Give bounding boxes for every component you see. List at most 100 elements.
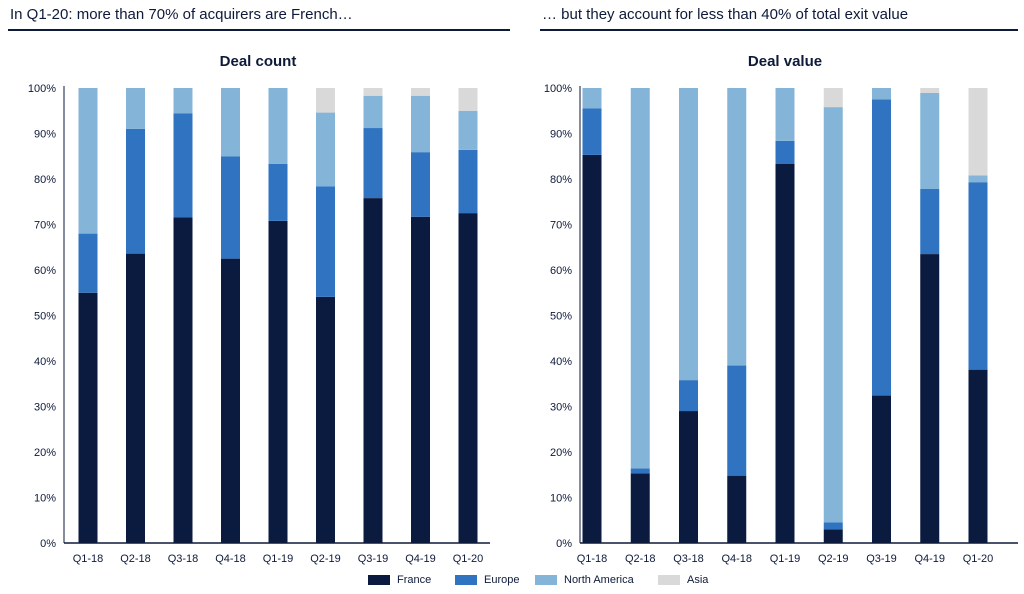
y-tick-label: 0% bbox=[556, 538, 572, 550]
bar-europe-q1-19 bbox=[268, 163, 288, 221]
x-tick-label: Q3-19 bbox=[358, 553, 389, 565]
x-tick-label: Q1-19 bbox=[263, 553, 294, 565]
bar-france-q2-18 bbox=[630, 473, 650, 543]
y-tick-label: 0% bbox=[40, 538, 56, 550]
bar-europe-q3-18 bbox=[173, 113, 193, 218]
x-tick-label: Q1-20 bbox=[453, 553, 484, 565]
bar-asia-q1-20 bbox=[968, 88, 988, 176]
bar-europe-q3-19 bbox=[363, 128, 383, 199]
bar-europe-q2-19 bbox=[316, 186, 335, 297]
x-tick-label: Q1-20 bbox=[963, 553, 994, 565]
bar-north-america-q1-19 bbox=[775, 88, 795, 141]
bar-europe-q4-18 bbox=[221, 156, 240, 259]
bar-north-america-q2-18 bbox=[126, 88, 145, 129]
legend-label: France bbox=[397, 574, 432, 586]
bar-france-q4-19 bbox=[920, 254, 940, 543]
bar-north-america-q2-18 bbox=[630, 88, 650, 469]
y-tick-label: 10% bbox=[550, 493, 572, 505]
deal-value-chart: Deal value 0% 10% 20% 30% 40% 50% 60% 70% 80% 90% 1… bbox=[544, 53, 1018, 565]
bar-france-q1-19 bbox=[268, 220, 288, 544]
x-tick-label: Q1-18 bbox=[577, 553, 608, 565]
legend-item-asia: Asia bbox=[658, 574, 708, 586]
bar-europe-q1-20 bbox=[968, 182, 988, 370]
bar-europe-q1-18 bbox=[78, 233, 98, 293]
y-tick-label: 50% bbox=[34, 311, 56, 323]
bar-europe-q4-19 bbox=[411, 152, 430, 217]
y-tick-label: 30% bbox=[550, 402, 572, 414]
x-tick-label: Q1-19 bbox=[770, 553, 801, 565]
y-tick-label: 70% bbox=[550, 220, 572, 232]
legend: France Europe North America Asia bbox=[0, 574, 1024, 590]
y-tick-label: 20% bbox=[550, 447, 572, 459]
bar-europe-q2-18 bbox=[126, 128, 145, 254]
legend-swatch-asia bbox=[658, 575, 680, 585]
bar-asia-q3-19 bbox=[363, 88, 383, 96]
legend-swatch-europe bbox=[455, 575, 477, 585]
bar-asia-q4-19 bbox=[920, 88, 940, 94]
bar-north-america-q1-20 bbox=[458, 110, 478, 150]
bar-asia-q4-19 bbox=[411, 88, 430, 96]
legend-swatch-france bbox=[368, 575, 390, 585]
y-tick-label: 80% bbox=[550, 174, 572, 186]
bar-north-america-q2-19 bbox=[316, 112, 335, 187]
y-tick-label: 80% bbox=[34, 174, 56, 186]
x-tick-label: Q4-19 bbox=[405, 553, 436, 565]
x-tick-label: Q3-19 bbox=[866, 553, 897, 565]
y-tick-label: 70% bbox=[34, 220, 56, 232]
x-tick-label: Q4-18 bbox=[215, 553, 246, 565]
y-tick-label: 90% bbox=[550, 129, 572, 141]
bar-europe-q2-18 bbox=[630, 468, 650, 474]
right-headline: … but they account for less than 40% of … bbox=[542, 6, 909, 23]
bar-north-america-q1-18 bbox=[582, 88, 602, 109]
bar-europe-q4-19 bbox=[920, 189, 940, 255]
left-headline-rule bbox=[8, 29, 510, 31]
x-tick-label: Q2-19 bbox=[818, 553, 849, 565]
bar-france-q3-19 bbox=[872, 395, 891, 543]
legend-label: Asia bbox=[687, 574, 709, 586]
bar-asia-q1-20 bbox=[458, 88, 478, 111]
y-tick-label: 30% bbox=[34, 402, 56, 414]
legend-label: North America bbox=[564, 574, 634, 586]
bar-asia-q2-19 bbox=[316, 88, 335, 113]
bar-france-q2-19 bbox=[823, 529, 843, 543]
chart-title: Deal value bbox=[748, 53, 822, 70]
y-tick-label: 100% bbox=[28, 83, 56, 95]
bar-france-q4-18 bbox=[221, 258, 240, 543]
y-tick-label: 60% bbox=[550, 265, 572, 277]
right-headline-rule bbox=[540, 29, 1018, 31]
x-tick-label: Q4-19 bbox=[914, 553, 945, 565]
x-tick-label: Q2-18 bbox=[120, 553, 151, 565]
bar-europe-q2-19 bbox=[823, 522, 843, 530]
bar-france-q1-18 bbox=[582, 154, 602, 543]
bar-france-q1-20 bbox=[458, 213, 478, 543]
bar-france-q3-19 bbox=[363, 198, 383, 544]
bar-europe-q1-18 bbox=[582, 108, 602, 155]
y-tick-label: 100% bbox=[544, 83, 572, 95]
y-tick-label: 50% bbox=[550, 311, 572, 323]
y-tick-label: 40% bbox=[34, 356, 56, 368]
bar-europe-q4-18 bbox=[727, 365, 747, 476]
bar-north-america-q1-20 bbox=[968, 175, 988, 183]
bar-north-america-q4-18 bbox=[221, 88, 240, 157]
bar-france-q3-18 bbox=[679, 411, 698, 543]
bar-north-america-q3-19 bbox=[363, 95, 383, 129]
bar-france-q1-18 bbox=[78, 292, 98, 543]
bar-north-america-q4-19 bbox=[411, 95, 430, 153]
left-headline: In Q1-20: more than 70% of acquirers are… bbox=[10, 6, 353, 23]
legend-item-france: France bbox=[368, 574, 431, 586]
bar-france-q1-20 bbox=[968, 369, 988, 543]
bar-europe-q3-18 bbox=[679, 380, 698, 412]
y-tick-label: 20% bbox=[34, 447, 56, 459]
legend-item-europe: Europe bbox=[455, 574, 519, 586]
bar-france-q2-18 bbox=[126, 253, 145, 543]
bar-north-america-q3-18 bbox=[679, 88, 698, 381]
y-tick-label: 10% bbox=[34, 493, 56, 505]
bar-north-america-q3-18 bbox=[173, 88, 193, 114]
bar-north-america-q4-18 bbox=[727, 88, 747, 366]
legend-item-north-america: North America bbox=[535, 574, 634, 586]
bar-france-q2-19 bbox=[316, 296, 335, 543]
bar-north-america-q2-19 bbox=[823, 107, 843, 523]
bar-north-america-q4-19 bbox=[920, 93, 940, 190]
bar-europe-q1-20 bbox=[458, 149, 478, 214]
bar-france-q4-18 bbox=[727, 475, 747, 543]
